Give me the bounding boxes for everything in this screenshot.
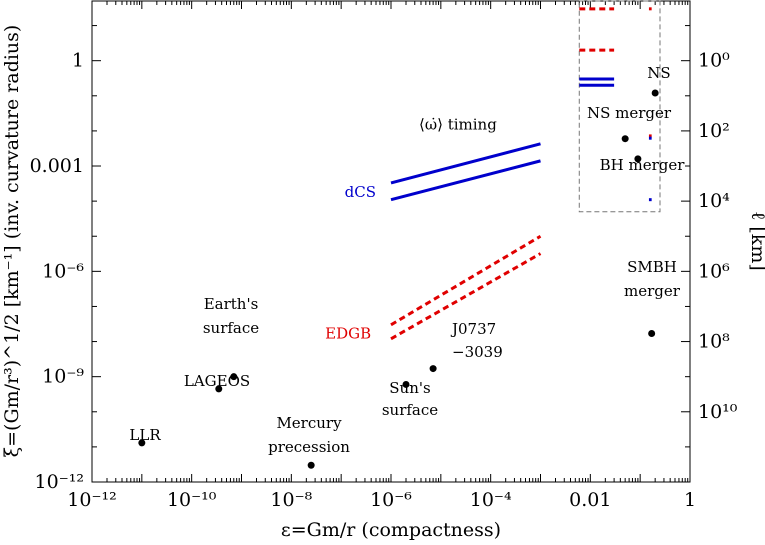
data-point-mercury-precession [307,461,315,469]
data-point-bh-merger [634,155,642,163]
data-point-earth-s-surface [230,373,238,381]
labels-layer: LLR LAGEOS Earth's surface Mercury precession… [129,64,685,456]
inset-layer [578,0,661,213]
point-label: Sun's surface [382,379,438,419]
series-layer [390,142,542,341]
series-line-edgb [390,234,542,327]
x-tick-label: 0.01 [569,489,611,511]
theory-label-edgb: EDGB [325,324,371,342]
series-line-dcs [390,159,541,202]
y-tick-label: 10⁻⁶ [42,260,84,282]
point-label: NS [647,64,670,82]
y-right-tick-label: 10² [698,120,730,142]
data-point-smbh-merger [648,329,656,337]
data-point-lageos [215,385,223,393]
points-layer [138,89,659,469]
y-right-tick-label: 10⁴ [698,190,730,212]
point-label: BH merger [600,156,686,174]
inset-box [578,0,661,213]
y-tick-label: 10⁻⁹ [42,366,84,388]
data-point-ns [651,89,659,97]
point-label: NS merger [587,104,672,122]
x-tick-label: 1 [684,489,696,511]
point-label: LLR [129,426,161,444]
y-tick-label: 1 [72,50,84,72]
y-right-tick-label: 10⁸ [698,331,730,353]
y-right-tick-label: 10⁰ [698,50,730,72]
ticks-layer: 10⁻¹² 10⁻¹⁰ 10⁻⁸ 10⁻⁶ 10⁻⁴ 0.01 1 10⁻¹² 10⁻⁹ 10⁻⁶… [30,1,738,511]
data-point-ns-merger [621,135,629,143]
series-line-edgb [390,252,542,341]
point-label: Earth's surface [203,295,259,337]
x-tick-label: 10⁻¹⁰ [167,489,217,511]
x-tick-label: 10⁻⁴ [470,489,512,511]
x-tick-label: 10⁻⁸ [270,489,312,511]
point-label: SMBH merger [624,258,681,300]
data-point-llr [138,439,146,447]
y-tick-label: 10⁻¹² [35,471,84,493]
data-point-j0737-3039 [429,365,437,373]
point-label: J0737 −3039 [450,320,503,361]
x-axis-label: ε=Gm/r (compactness) [281,519,501,541]
x-tick-label: 10⁻¹² [67,489,116,511]
y-right-axis-label: ℓ [km] [747,211,765,271]
y-tick-label: 0.001 [30,155,84,177]
y-right-tick-label: 10¹⁰ [698,401,738,423]
point-label: Mercury precession [268,414,350,456]
annotation-timing: ⟨ω̇⟩ timing [419,115,497,133]
y-axis-label: ξ=(Gm/r³)^1/2 [km⁻¹] (inv. curvature rad… [1,25,23,458]
series-line-dcs [390,142,541,185]
theory-label-dcs: dCS [345,183,376,201]
point-label: LAGEOS [184,372,250,390]
y-right-tick-label: 10⁶ [698,260,730,282]
data-point-sun-s-surface [402,380,410,388]
x-tick-label: 10⁻⁶ [370,489,412,511]
